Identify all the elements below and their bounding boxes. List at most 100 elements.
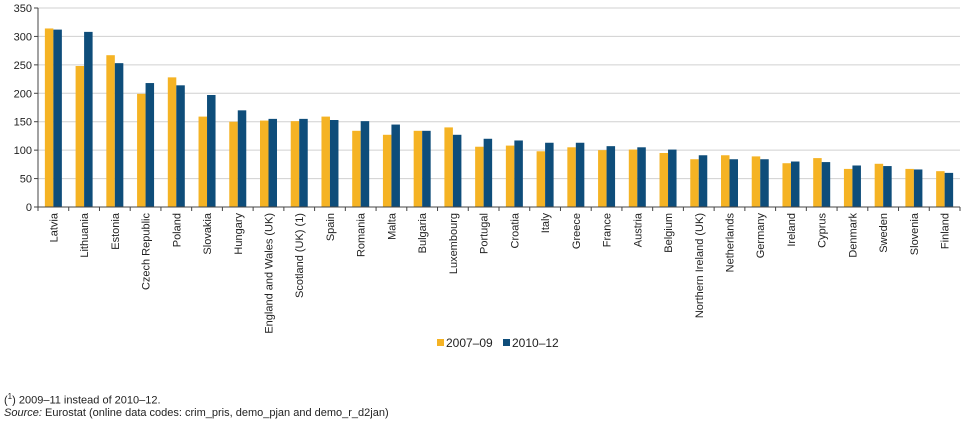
x-category-label: Netherlands (725, 213, 737, 273)
bar-2007-09 (382, 134, 392, 207)
bar-2010-12 (668, 149, 677, 207)
bar-2010-12 (145, 83, 155, 207)
bar-2007-09 (690, 159, 699, 207)
bar-2010-12 (790, 161, 800, 207)
x-category-label: Scotland (UK) (1) (294, 213, 306, 298)
bar-2010-12 (329, 120, 339, 207)
x-category-label: Ireland (786, 213, 798, 247)
x-category-label: Romania (356, 212, 368, 257)
x-category-label: Sweden (878, 213, 890, 253)
bar-2010-12 (698, 155, 708, 207)
bar-2010-12 (821, 162, 831, 207)
bar-2010-12 (84, 31, 93, 207)
bar-2010-12 (852, 165, 861, 207)
x-category-label: Austria (632, 212, 644, 247)
bar-2010-12 (299, 118, 308, 207)
bar-2007-09 (659, 152, 669, 207)
x-category-label: Croatia (509, 212, 521, 248)
bar-2010-12 (729, 159, 738, 207)
bar-2007-09 (198, 116, 208, 207)
x-category-label: Luxembourg (448, 213, 460, 274)
bar-2007-09 (721, 155, 730, 207)
bar-2007-09 (444, 127, 453, 207)
bar-2007-09 (505, 145, 515, 207)
x-category-label: Estonia (110, 212, 122, 250)
bar-2007-09 (475, 146, 484, 207)
bar-2010-12 (545, 142, 554, 207)
x-axis-categories: Latvia Lithuania Estonia Czech Republic Pola… (48, 212, 951, 334)
x-category-label: Finland (940, 213, 952, 249)
x-category-label: Poland (171, 213, 183, 247)
y-tick-label: 250 (14, 60, 32, 72)
x-category-label: England and Wales (UK) (264, 213, 276, 334)
legend-label: 2007–09 (446, 336, 493, 350)
x-category-label: Hungary (233, 213, 245, 255)
y-tick-label: 100 (14, 145, 32, 157)
x-category-label: France (602, 213, 614, 247)
bar-2010-12 (391, 124, 400, 207)
x-category-label: Slovenia (909, 212, 921, 255)
legend-label: 2010–12 (512, 336, 559, 350)
bar-2010-12 (883, 166, 892, 207)
bar-2010-12 (207, 94, 216, 207)
bar-2010-12 (944, 172, 954, 207)
bar-2007-09 (413, 130, 423, 207)
x-category-label: Bulgaria (417, 212, 429, 253)
y-tick-label: 300 (14, 31, 32, 43)
bar-2010-12 (575, 142, 585, 207)
bar-2007-09 (751, 156, 761, 207)
bar-2007-09 (782, 163, 791, 207)
bar-2010-12 (483, 138, 493, 207)
bar-2010-12 (176, 85, 185, 207)
x-category-label: Germany (755, 213, 767, 259)
bar-2010-12 (452, 134, 462, 207)
x-category-label: Spain (325, 213, 337, 241)
legend-swatch (437, 339, 444, 346)
axes (37, 8, 961, 211)
bar-2007-09 (290, 121, 300, 207)
bar-chart: 0 50 100 150 200 250 300 350 Latvia Lithuania Est… (14, 3, 961, 350)
bar-2007-09 (813, 158, 822, 207)
bars (44, 28, 954, 208)
bar-2007-09 (567, 147, 576, 207)
x-category-label: Cyprus (817, 213, 829, 248)
bar-2007-09 (260, 120, 269, 207)
bar-2010-12 (514, 140, 523, 207)
x-category-label: Belgium (663, 213, 675, 253)
bar-2010-12 (913, 169, 923, 207)
bar-2010-12 (360, 121, 370, 207)
y-tick-label: 350 (14, 3, 32, 15)
source-text: Eurostat (online data codes: crim_pris, … (44, 407, 389, 419)
bar-2007-09 (874, 163, 884, 207)
y-tick-label: 150 (14, 117, 32, 129)
footnote-marker: 1 (7, 392, 13, 401)
y-tick-label: 200 (14, 88, 32, 100)
x-category-label: Italy (540, 213, 552, 234)
source-label: Source: (4, 407, 42, 419)
x-category-label: Denmark (847, 213, 859, 258)
y-tick-label: 0 (26, 202, 32, 214)
bar-2007-09 (137, 93, 146, 207)
x-category-label: Czech Republic (141, 213, 153, 291)
x-category-label: Greece (571, 213, 583, 249)
bar-2007-09 (843, 168, 853, 207)
bar-2007-09 (167, 77, 177, 207)
bar-2007-09 (936, 171, 945, 207)
bar-2007-09 (75, 65, 85, 207)
x-category-label: Malta (386, 212, 398, 240)
x-category-label: Lithuania (79, 212, 91, 258)
bar-2007-09 (321, 116, 330, 207)
bar-2007-09 (229, 121, 238, 207)
bar-2007-09 (44, 28, 54, 208)
x-category-label: Slovakia (202, 212, 214, 254)
x-category-label: Latvia (48, 212, 60, 242)
footnote-note: (1) 2009–11 instead of 2010–12. (4, 392, 161, 407)
bar-2010-12 (760, 159, 769, 207)
bar-2010-12 (237, 110, 247, 207)
bar-2007-09 (905, 168, 914, 207)
bar-2007-09 (536, 151, 546, 207)
footnote-source: Source: Eurostat (online data codes: cri… (4, 407, 389, 419)
bar-2007-09 (628, 149, 638, 207)
footnote-text: 2009–11 instead of 2010–12. (18, 394, 161, 407)
bar-2010-12 (53, 29, 62, 208)
